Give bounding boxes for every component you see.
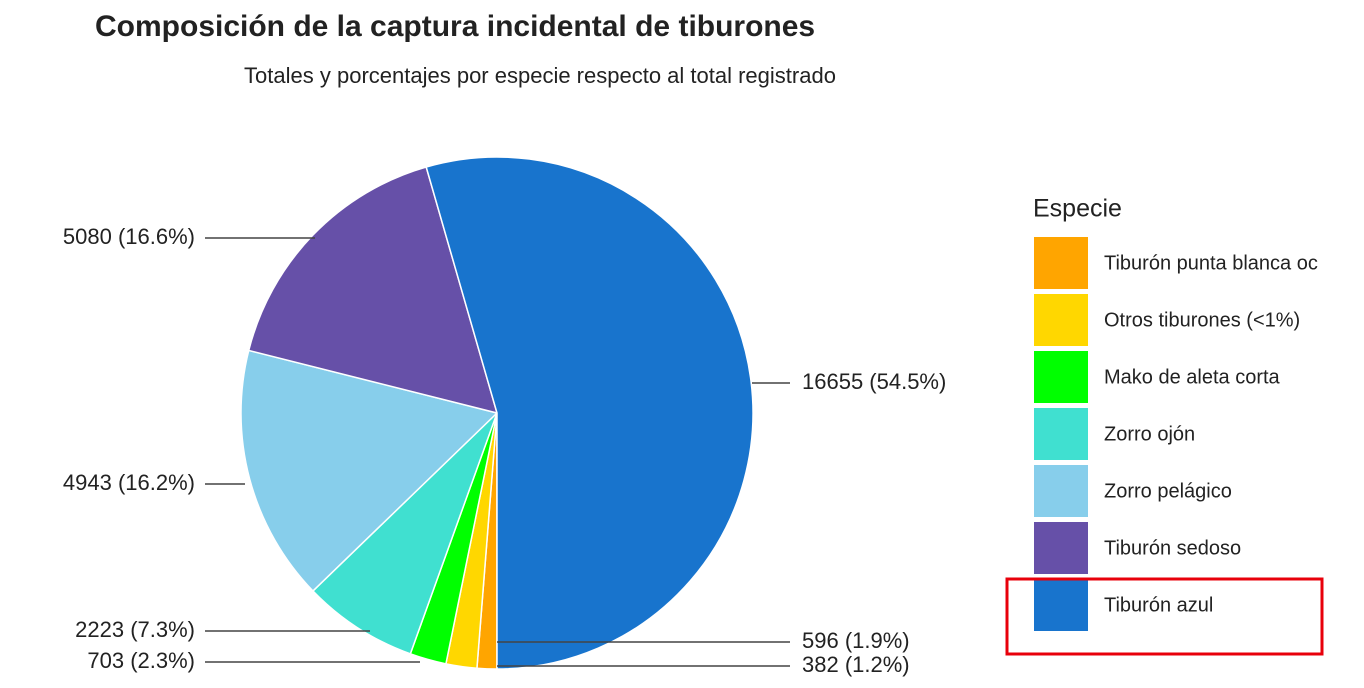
legend-key bbox=[1032, 292, 1090, 348]
pie-slice bbox=[425, 156, 754, 670]
pie-slice bbox=[240, 349, 499, 593]
legend-label: Mako de aleta corta bbox=[1104, 366, 1281, 388]
legend-key bbox=[1032, 577, 1090, 633]
legend-label: Tiburón punta blanca oc bbox=[1104, 252, 1318, 274]
pie-slice bbox=[311, 412, 498, 655]
legend-label: Tiburón azul bbox=[1104, 594, 1213, 616]
data-label: 703 (2.3%) bbox=[87, 648, 195, 673]
legend-key bbox=[1032, 463, 1090, 519]
chart-subtitle: Totales y porcentajes por especie respec… bbox=[244, 63, 836, 88]
pie-slice bbox=[247, 166, 499, 415]
chart-title: Composición de la captura incidental de … bbox=[95, 10, 815, 43]
highlight-box bbox=[1005, 577, 1324, 656]
legend-key bbox=[1032, 520, 1090, 576]
legend-label: Tiburón sedoso bbox=[1104, 537, 1241, 559]
legend-key bbox=[1032, 235, 1090, 291]
data-label: 4943 (16.2%) bbox=[63, 470, 195, 495]
data-label: 2223 (7.3%) bbox=[75, 617, 195, 642]
legend-key bbox=[1032, 406, 1090, 462]
data-label: 596 (1.9%) bbox=[802, 628, 910, 653]
legend-title: Especie bbox=[1033, 195, 1122, 223]
data-label: 5080 (16.6%) bbox=[63, 224, 195, 249]
data-label: 16655 (54.5%) bbox=[802, 369, 946, 394]
data-label: 382 (1.2%) bbox=[802, 652, 910, 677]
legend-label: Zorro ojón bbox=[1104, 423, 1195, 445]
legend-label: Zorro pelágico bbox=[1104, 480, 1232, 502]
legend-label: Otros tiburones (<1%) bbox=[1104, 309, 1300, 331]
legend-key bbox=[1032, 349, 1090, 405]
